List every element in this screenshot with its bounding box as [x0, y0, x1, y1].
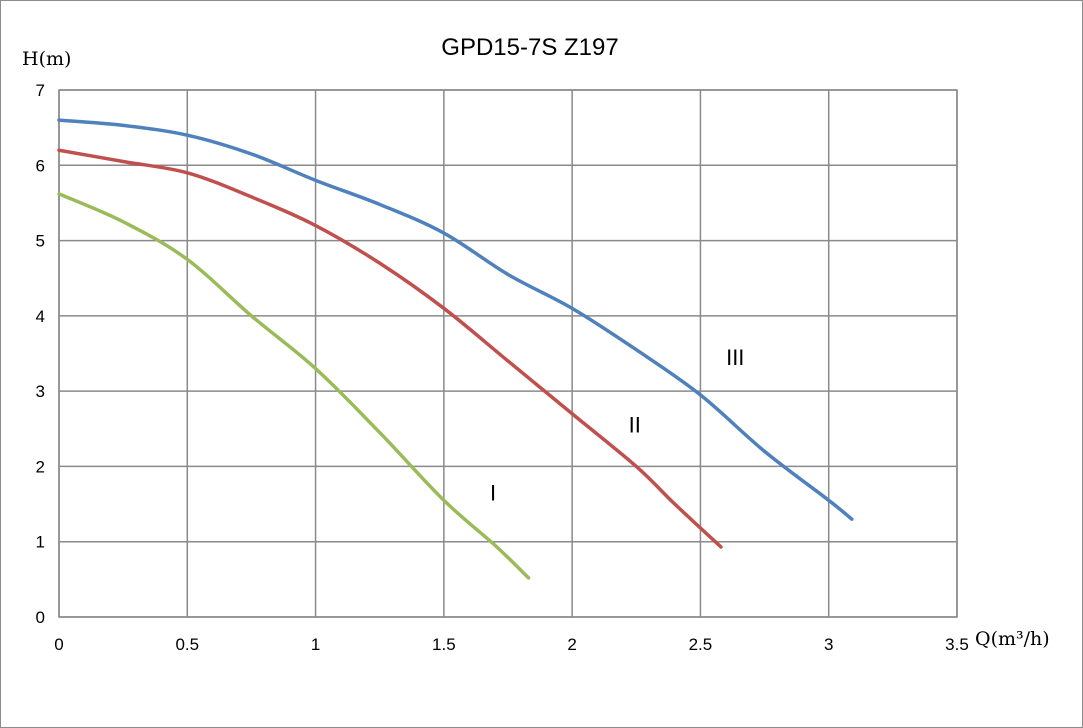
y-tick-label: 2 [36, 457, 45, 476]
x-tick-labels: 0 0.5 1 1.5 2 2.5 3 3.5 [54, 635, 969, 654]
x-tick-label: 1.5 [432, 635, 456, 654]
series-line-iii [57, 118, 854, 521]
x-tick-label: 3.5 [945, 635, 969, 654]
x-axis-label: Q(m³/h) [975, 628, 1050, 650]
y-tick-label: 5 [36, 232, 45, 251]
x-tick-label: 3 [824, 635, 833, 654]
series-label-iii: III [726, 345, 744, 370]
series-label-ii: II [629, 413, 641, 438]
x-tick-label: 0.5 [175, 635, 199, 654]
y-tick-label: 3 [36, 382, 45, 401]
series-line-ii [57, 148, 723, 549]
y-tick-label: 4 [36, 307, 45, 326]
series-label-i: I [490, 480, 496, 505]
y-tick-label: 6 [36, 156, 45, 175]
x-tick-label: 0 [54, 635, 63, 654]
y-tick-label: 7 [36, 81, 45, 100]
series-lines [57, 118, 854, 580]
series-line-i [57, 192, 531, 580]
x-tick-label: 2.5 [689, 635, 713, 654]
x-tick-label: 1 [311, 635, 320, 654]
x-tick-label: 2 [567, 635, 576, 654]
y-tick-label: 1 [36, 533, 45, 552]
y-axis-label: H(m) [22, 48, 71, 70]
y-tick-labels: 0 1 2 3 4 5 6 7 [36, 81, 45, 627]
grid [58, 89, 958, 618]
chart-title: GPD15-7S Z197 [441, 34, 618, 61]
plot-area-border [58, 89, 958, 618]
y-tick-label: 0 [36, 608, 45, 627]
